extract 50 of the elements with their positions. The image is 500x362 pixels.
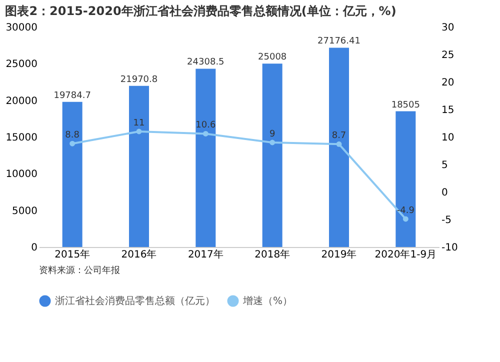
data-label: 18505 <box>391 100 420 110</box>
data-label: 8.8 <box>65 130 80 141</box>
bar <box>396 111 416 247</box>
bar <box>196 68 216 247</box>
bar <box>129 86 149 247</box>
point <box>336 141 342 147</box>
y-tick-label: 30000 <box>6 22 38 34</box>
data-label: 27176.41 <box>318 36 360 47</box>
x-tick-label: 2015年 <box>54 248 90 260</box>
y2-tick-label: 20 <box>442 78 454 88</box>
point <box>70 140 76 146</box>
data-label: 19784.7 <box>54 90 91 101</box>
y-tick-label: 5000 <box>12 206 38 217</box>
x-tick-label: 2019年 <box>321 248 357 260</box>
y-tick-label: 25000 <box>6 59 38 70</box>
y2-tick-label: 0 <box>442 188 448 198</box>
data-label: 11 <box>133 118 145 128</box>
y-tick-label: 15000 <box>6 132 38 144</box>
y-tick-label: 0 <box>31 242 38 254</box>
point <box>136 128 142 134</box>
legend-label: 增速（%） <box>242 295 293 307</box>
x-tick-label: 2018年 <box>254 248 290 260</box>
data-label: 9 <box>269 130 276 140</box>
y2-tick-label: 25 <box>442 50 454 61</box>
x-tick-label: 2017年 <box>188 248 224 260</box>
y-tick-label: 10000 <box>6 169 38 180</box>
data-label: -4.9 <box>396 206 415 216</box>
y2-tick-label: -10 <box>442 242 458 254</box>
text: 资料来源：公司年报 <box>39 265 120 276</box>
x-tick-label: 2020年1-9月 <box>374 248 437 260</box>
x-tick-label: 2016年 <box>121 248 157 260</box>
bar <box>262 64 282 247</box>
bar <box>62 102 82 247</box>
legend-label: 浙江省社会消费品零售总额（亿元） <box>55 295 215 307</box>
y2-tick-label: 5 <box>442 160 448 171</box>
data-label: 10.6 <box>196 120 216 131</box>
data-label: 8.7 <box>332 131 346 142</box>
point <box>402 216 408 222</box>
point <box>202 130 208 136</box>
y-tick-label: 20000 <box>6 96 38 107</box>
data-label: 24308.5 <box>187 58 224 68</box>
data-label: 21970.8 <box>120 74 158 85</box>
y2-tick-label: 10 <box>442 132 454 144</box>
bar <box>329 48 349 247</box>
chart-title: 图表2：2015-2020年浙江省社会消费品零售总额情况(单位：亿元，%) <box>5 4 396 18</box>
y2-tick-label: 30 <box>442 22 454 34</box>
data-label: 25008 <box>258 52 287 63</box>
point <box>270 140 276 146</box>
y2-tick-label: 15 <box>442 105 454 116</box>
y2-tick-label: -5 <box>442 215 452 226</box>
